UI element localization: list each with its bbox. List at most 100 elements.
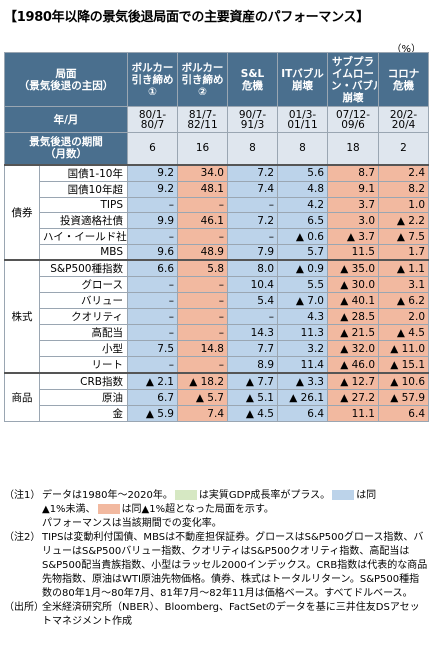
- value-cell: 3.0: [327, 212, 379, 229]
- value-cell: ▲ 15.1: [378, 356, 429, 374]
- value-cell: 14.3: [227, 324, 278, 341]
- value-cell: –: [227, 228, 278, 245]
- value-cell: ▲ 35.0: [327, 259, 379, 277]
- note1-text-a: データは1980年～2020年。: [42, 490, 173, 501]
- header-phase-2: ボルカー 引き締め ②: [177, 52, 228, 107]
- footnotes: （注1） データは1980年～2020年。 は実質GDP成長率がプラス。 は同 ▲1…: [4, 489, 429, 629]
- note1-key: （注1）: [4, 490, 41, 501]
- table-row: 高配当 – –14.3 11.3 ▲ 21.5 ▲ 4.5: [5, 324, 429, 341]
- value-cell: 7.7: [227, 340, 278, 357]
- value-cell: –: [127, 308, 178, 325]
- value-cell: 1.0: [378, 196, 429, 213]
- value-cell: –: [177, 196, 228, 213]
- header-phase-1: ボルカー 引き締め ①: [127, 52, 178, 107]
- value-cell: 10.4: [227, 276, 278, 293]
- row-label: ハイ・イールド社債: [39, 228, 128, 245]
- row-label: 原油: [39, 389, 128, 406]
- value-cell: ▲ 46.0: [327, 356, 379, 374]
- table-row: TIPS – – –4.2 3.7 1.0: [5, 196, 429, 213]
- unit-label: （%）: [391, 44, 421, 55]
- value-cell: –: [127, 292, 178, 309]
- table-row: バリュー – –5.4 ▲ 7.0 ▲ 40.1 ▲ 6.2: [5, 292, 429, 309]
- header-period-6: 20/2- 20/4: [378, 106, 429, 133]
- value-cell: ▲ 4.5: [227, 405, 278, 422]
- value-cell: 5.5: [277, 276, 328, 293]
- value-cell: 7.9: [227, 244, 278, 261]
- header-period-1: 80/1- 80/7: [127, 106, 178, 133]
- table-row: 投資適格社債 9.9 46.1 7.2 6.5 3.0 ▲ 2.2: [5, 212, 429, 229]
- note3-key: （出所）: [4, 602, 44, 613]
- table-row: 株式 S&P500種指数 6.6 5.8 8.0 ▲ 0.9 ▲ 35.0 ▲ 1.1: [4, 259, 429, 374]
- value-cell: 6.4: [378, 405, 429, 422]
- value-cell: ▲ 27.2: [327, 389, 379, 406]
- value-cell: 3.2: [277, 340, 328, 357]
- header-phase-label: 局面 （景気後退の主因）: [4, 52, 128, 107]
- value-cell: ▲ 0.9: [277, 259, 328, 277]
- value-cell: 6.4: [277, 405, 328, 422]
- header-ym-label: 年/月: [4, 106, 128, 133]
- table-row: ハイ・イールド社債–––▲ 0.6▲ 3.7▲ 7.5: [5, 228, 429, 245]
- value-cell: 9.2: [127, 163, 178, 182]
- value-cell: ▲ 5.9: [127, 405, 178, 422]
- value-cell: ▲ 7.5: [378, 228, 429, 245]
- value-cell: ▲ 5.1: [227, 389, 278, 406]
- value-cell: –: [227, 196, 278, 213]
- table-row: 商品 CRB指数 ▲ 2.1 ▲ 18.2 ▲ 7.7 ▲ 3.3 ▲ 12.7 ▲ 10.6: [4, 372, 429, 422]
- value-cell: ▲ 4.5: [378, 324, 429, 341]
- value-cell: 9.2: [127, 180, 178, 198]
- header-period-4: 01/3- 01/11: [277, 106, 328, 133]
- value-cell: 7.4: [177, 405, 228, 422]
- row-label: CRB指数: [39, 372, 128, 390]
- orange-swatch: [97, 504, 120, 514]
- value-cell: 11.4: [277, 356, 328, 374]
- value-cell: ▲ 18.2: [177, 372, 228, 390]
- value-cell: 4.8: [277, 180, 328, 198]
- value-cell: –: [177, 276, 228, 293]
- value-cell: ▲ 21.5: [327, 324, 379, 341]
- row-label: バリュー: [39, 292, 128, 309]
- value-cell: 11.5: [327, 244, 379, 261]
- value-cell: 34.0: [177, 163, 228, 182]
- group-label: 商品: [4, 372, 40, 422]
- note2-key: （注2）: [4, 532, 41, 543]
- value-cell: –: [177, 324, 228, 341]
- value-cell: ▲ 10.6: [378, 372, 429, 390]
- value-cell: ▲ 11.0: [378, 340, 429, 357]
- value-cell: 46.1: [177, 212, 228, 229]
- value-cell: ▲ 7.7: [227, 372, 278, 390]
- value-cell: 5.6: [277, 163, 328, 182]
- value-cell: ▲ 40.1: [327, 292, 379, 309]
- value-cell: –: [127, 324, 178, 341]
- value-cell: 7.2: [227, 163, 278, 182]
- value-cell: 9.1: [327, 180, 379, 198]
- note1-text-e: は同▲1%超となった局面を示す。: [121, 504, 274, 515]
- group-label: 債券: [4, 163, 40, 261]
- value-cell: ▲ 28.5: [327, 308, 379, 325]
- value-cell: 48.1: [177, 180, 228, 198]
- row-label: 高配当: [39, 324, 128, 341]
- value-cell: –: [227, 308, 278, 325]
- value-cell: ▲ 0.6: [277, 228, 328, 245]
- value-cell: –: [127, 356, 178, 374]
- table-row: クオリティ – – –4.3 ▲ 28.5 2.0: [5, 308, 429, 325]
- row-label: TIPS: [39, 196, 128, 213]
- row-label: 小型: [39, 340, 128, 357]
- table-row: 金 ▲ 5.9 7.4 ▲ 4.5 6.4 11.1 6.4: [5, 405, 429, 422]
- row-label: 国債1-10年: [39, 163, 128, 182]
- value-cell: 5.4: [227, 292, 278, 309]
- table-row: 債券 国債1-10年 9.2 34.0 7.2 5.6 8.7 2.4: [4, 163, 429, 261]
- value-cell: 3.1: [378, 276, 429, 293]
- note1-text-d: ▲1%未満、: [42, 504, 96, 515]
- header-phase-4: ITバブル 崩壊: [277, 52, 328, 107]
- value-cell: –: [127, 276, 178, 293]
- value-cell: 1.7: [378, 244, 429, 261]
- note1-text-f: パフォーマンスは当該期間での変化率。: [42, 518, 222, 529]
- value-cell: 5.8: [177, 259, 228, 277]
- green-swatch: [174, 490, 197, 500]
- table-row: 原油 6.7 ▲ 5.7 ▲ 5.1 ▲ 26.1 ▲ 27.2 ▲ 57.9: [5, 389, 429, 406]
- value-cell: 9.9: [127, 212, 178, 229]
- value-cell: ▲ 2.2: [378, 212, 429, 229]
- value-cell: 14.8: [177, 340, 228, 357]
- value-cell: ▲ 3.3: [277, 372, 328, 390]
- header-duration-1: 6: [127, 132, 178, 165]
